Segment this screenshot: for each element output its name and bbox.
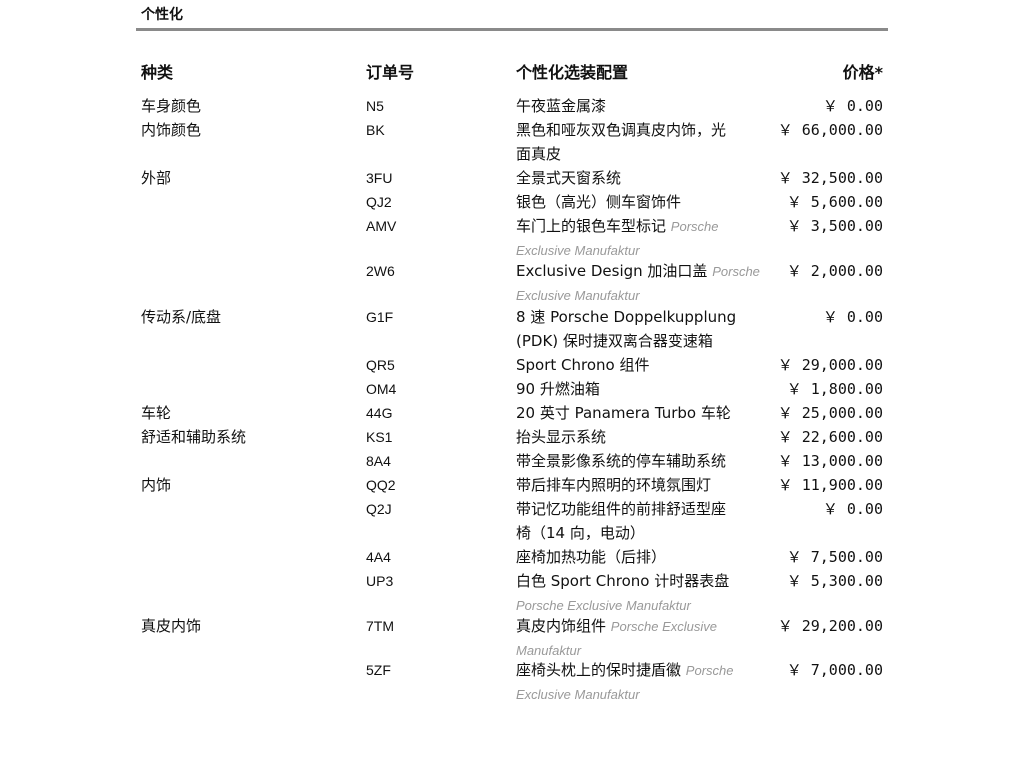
order-code-cell: BK bbox=[366, 122, 385, 138]
option-cell: 带全景影像系统的停车辅助系统 bbox=[516, 449, 764, 473]
option-cell: 午夜蓝金属漆 bbox=[516, 94, 764, 118]
option-note: Porsche Exclusive Manufaktur bbox=[516, 219, 719, 258]
option-cell: 8 速 Porsche Doppelkupplung (PDK) 保时捷双离合器变… bbox=[516, 305, 764, 353]
option-cell: 真皮内饰组件 Porsche Exclusive Manufaktur bbox=[516, 614, 764, 662]
option-cell: 座椅头枕上的保时捷盾徽 Porsche Exclusive Manufaktur bbox=[516, 658, 764, 706]
option-note: Porsche Exclusive Manufaktur bbox=[516, 663, 734, 702]
option-text: 抬头显示系统 bbox=[516, 428, 607, 446]
price-cell: ￥ 5,300.00 bbox=[786, 572, 883, 590]
price-cell: ￥ 5,600.00 bbox=[786, 193, 883, 211]
order-code-cell: OM4 bbox=[366, 381, 397, 397]
option-text: Exclusive Design 加油口盖 bbox=[516, 262, 708, 280]
option-cell: 带后排车内照明的环境氛围灯 bbox=[516, 473, 764, 497]
order-code-cell: AMV bbox=[366, 218, 397, 234]
price-cell: ￥ 7,000.00 bbox=[786, 661, 883, 679]
option-text: 座椅加热功能（后排） bbox=[516, 548, 667, 566]
price-cell: ￥ 7,500.00 bbox=[786, 548, 883, 566]
price-cell: ￥ 25,000.00 bbox=[777, 404, 883, 422]
order-code-cell: 2W6 bbox=[366, 263, 395, 279]
option-text: 白色 Sport Chrono 计时器表盘 bbox=[516, 572, 730, 590]
price-cell: ￥ 29,200.00 bbox=[777, 617, 883, 635]
price-cell: ￥ 32,500.00 bbox=[777, 169, 883, 187]
order-code-cell: QQ2 bbox=[366, 477, 396, 493]
header-category: 种类 bbox=[141, 63, 174, 82]
price-cell: ￥ 2,000.00 bbox=[786, 262, 883, 280]
option-text: 带后排车内照明的环境氛围灯 bbox=[516, 476, 712, 494]
header-option: 个性化选装配置 bbox=[516, 63, 629, 82]
option-text: 午夜蓝金属漆 bbox=[516, 97, 607, 115]
option-text: 真皮内饰组件 bbox=[516, 617, 607, 635]
option-text: 带全景影像系统的停车辅助系统 bbox=[516, 452, 727, 470]
order-code-cell: 8A4 bbox=[366, 453, 391, 469]
order-code-cell: 44G bbox=[366, 405, 393, 421]
order-code-cell: Q2J bbox=[366, 501, 392, 517]
header-price: 价格* bbox=[842, 63, 883, 82]
option-cell: 银色（高光）侧车窗饰件 bbox=[516, 190, 764, 214]
order-code-cell: UP3 bbox=[366, 573, 394, 589]
section-title: 个性化 bbox=[141, 7, 183, 23]
option-text: 20 英寸 Panamera Turbo 车轮 bbox=[516, 404, 731, 422]
price-cell: ￥ 22,600.00 bbox=[777, 428, 883, 446]
option-cell: 20 英寸 Panamera Turbo 车轮 bbox=[516, 401, 764, 425]
option-text: 车门上的银色车型标记 bbox=[516, 217, 667, 235]
option-cell: Sport Chrono 组件 bbox=[516, 353, 764, 377]
price-cell: ￥ 0.00 bbox=[822, 97, 883, 115]
category-cell: 真皮内饰 bbox=[141, 617, 202, 635]
order-code-cell: QR5 bbox=[366, 357, 395, 373]
option-note: Porsche Exclusive Manufaktur bbox=[516, 598, 691, 613]
option-text: 带记忆功能组件的前排舒适型座 椅（14 向，电动） bbox=[516, 500, 727, 542]
option-cell: 全景式天窗系统 bbox=[516, 166, 764, 190]
option-note: Porsche Exclusive Manufaktur bbox=[516, 264, 760, 303]
option-cell: 90 升燃油箱 bbox=[516, 377, 764, 401]
category-cell: 内饰 bbox=[141, 476, 172, 494]
price-cell: ￥ 11,900.00 bbox=[777, 476, 883, 494]
header-code: 订单号 bbox=[366, 63, 415, 82]
option-cell: Exclusive Design 加油口盖 Porsche Exclusive … bbox=[516, 259, 764, 307]
price-cell: ￥ 29,000.00 bbox=[777, 356, 883, 374]
option-text: 黑色和哑灰双色调真皮内饰，光 面真皮 bbox=[516, 121, 727, 163]
option-text: 座椅头枕上的保时捷盾徽 bbox=[516, 661, 682, 679]
option-cell: 座椅加热功能（后排） bbox=[516, 545, 764, 569]
option-note: Porsche Exclusive Manufaktur bbox=[516, 619, 718, 658]
category-cell: 车身颜色 bbox=[141, 97, 202, 115]
option-cell: 黑色和哑灰双色调真皮内饰，光 面真皮 bbox=[516, 118, 764, 166]
category-cell: 车轮 bbox=[141, 404, 172, 422]
option-text: 8 速 Porsche Doppelkupplung (PDK) 保时捷双离合器变… bbox=[516, 308, 737, 350]
price-cell: ￥ 0.00 bbox=[822, 308, 883, 326]
order-code-cell: 3FU bbox=[366, 170, 393, 186]
category-cell: 传动系/底盘 bbox=[141, 308, 222, 326]
option-text: Sport Chrono 组件 bbox=[516, 356, 650, 374]
price-cell: ￥ 13,000.00 bbox=[777, 452, 883, 470]
price-cell: ￥ 66,000.00 bbox=[777, 121, 883, 139]
order-code-cell: 5ZF bbox=[366, 662, 391, 678]
option-text: 银色（高光）侧车窗饰件 bbox=[516, 193, 682, 211]
order-code-cell: KS1 bbox=[366, 429, 393, 445]
order-code-cell: N5 bbox=[366, 98, 384, 114]
category-cell: 舒适和辅助系统 bbox=[141, 428, 247, 446]
category-cell: 内饰颜色 bbox=[141, 121, 202, 139]
section-divider bbox=[136, 28, 888, 31]
option-text: 90 升燃油箱 bbox=[516, 380, 600, 398]
option-text: 全景式天窗系统 bbox=[516, 169, 622, 187]
price-cell: ￥ 1,800.00 bbox=[786, 380, 883, 398]
option-cell: 车门上的银色车型标记 Porsche Exclusive Manufaktur bbox=[516, 214, 764, 262]
price-cell: ￥ 3,500.00 bbox=[786, 217, 883, 235]
category-cell: 外部 bbox=[141, 169, 172, 187]
option-cell: 带记忆功能组件的前排舒适型座 椅（14 向，电动） bbox=[516, 497, 764, 545]
option-cell: 白色 Sport Chrono 计时器表盘 Porsche Exclusive … bbox=[516, 569, 764, 617]
price-cell: ￥ 0.00 bbox=[822, 500, 883, 518]
order-code-cell: QJ2 bbox=[366, 194, 392, 210]
order-code-cell: 7TM bbox=[366, 618, 394, 634]
option-cell: 抬头显示系统 bbox=[516, 425, 764, 449]
order-code-cell: 4A4 bbox=[366, 549, 391, 565]
order-code-cell: G1F bbox=[366, 309, 394, 325]
